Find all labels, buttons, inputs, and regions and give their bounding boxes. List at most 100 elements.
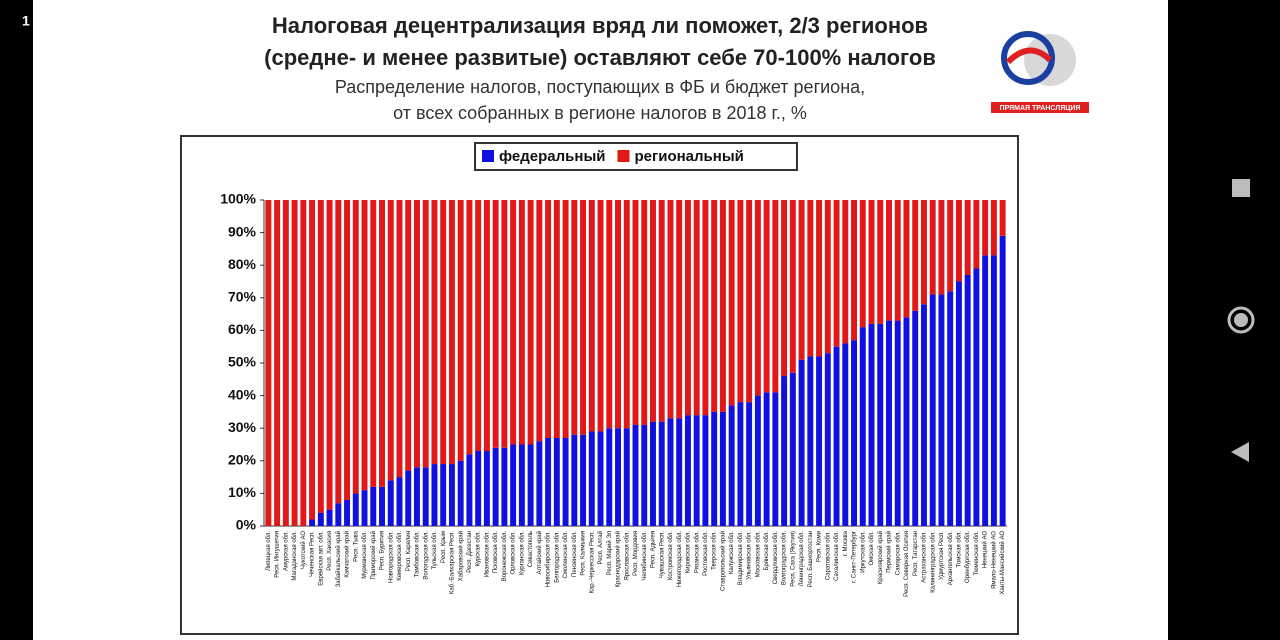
x-tick-label: Респ. Татарстан (913, 531, 919, 576)
bar-segment (440, 200, 447, 465)
bar-segment (326, 509, 333, 526)
bar-segment (352, 200, 359, 494)
bar-segment (492, 447, 499, 526)
bar-segment (920, 200, 927, 305)
y-tick-label: 20% (228, 452, 257, 468)
bar-segment (501, 447, 508, 526)
nav-back[interactable] (1231, 442, 1249, 462)
bar-segment (370, 486, 377, 526)
bar-segment (518, 200, 525, 445)
y-tick-label: 80% (228, 256, 257, 272)
x-tick-label: Томская обл. (957, 531, 963, 568)
bar-segment (947, 200, 954, 292)
nav-home[interactable] (1227, 306, 1255, 334)
bar-segment (719, 200, 726, 412)
x-tick-label: Курская обл. (476, 531, 482, 567)
bar-segment (536, 441, 543, 526)
x-tick-label: Респ. Бурятия (380, 531, 386, 570)
x-tick-label: Амурская обл. (283, 531, 289, 571)
bar-segment (344, 499, 351, 526)
x-tick-label: Респ. Тыва (353, 530, 359, 561)
bar-segment (597, 431, 604, 526)
bar-segment (475, 200, 482, 452)
chart-title: (средне- и менее развитые) оставляют себ… (264, 45, 936, 70)
x-tick-label: Ставропольский край (719, 531, 726, 591)
bar-segment (789, 372, 796, 526)
bar-segment (379, 486, 385, 526)
x-tick-label: Брянская обл. (764, 531, 770, 571)
bar-segment (326, 200, 333, 510)
y-tick-label: 60% (228, 321, 257, 337)
bar-segment (886, 320, 892, 526)
bar-segment (448, 464, 455, 526)
x-tick-label: Ивановская обл. (484, 531, 490, 578)
bar-segment (746, 200, 753, 403)
logo-swoosh (1005, 47, 1053, 65)
bar-segment (763, 392, 770, 526)
bar-segment (947, 291, 954, 526)
bar-segment (903, 200, 910, 318)
bar-segment (702, 415, 709, 526)
bar-segment (929, 200, 936, 295)
bar-segment (317, 200, 324, 513)
x-tick-label: Еврейская авт. обл. (317, 531, 324, 586)
bar-segment (387, 200, 394, 481)
bar-segment (632, 424, 639, 526)
bar-segment (309, 519, 316, 526)
legend-label: региональный (634, 148, 743, 165)
bar-segment (370, 200, 377, 487)
x-tick-label: Ненецкий АО (982, 531, 989, 569)
bar-segment (309, 200, 316, 520)
x-tick-label: Кировская обл. (686, 531, 692, 574)
x-tick-label: Камчатский край (344, 531, 351, 578)
bar-segment (973, 268, 980, 526)
bar-segment (475, 451, 482, 526)
bar-segment (580, 434, 587, 526)
x-tick-label: Респ. Башкортостан (808, 531, 814, 587)
x-tick-label: Орловская обл. (511, 531, 517, 575)
x-tick-label: Иркутская обл. (860, 531, 866, 573)
x-tick-label: Респ. Хакасия (327, 531, 333, 571)
bar-segment (580, 200, 587, 435)
bar-segment (527, 444, 534, 526)
bar-segment (824, 353, 831, 526)
bar-segment (300, 200, 307, 526)
bar-segment (877, 200, 884, 324)
bar-segment (955, 281, 962, 526)
y-tick-label: 100% (220, 191, 256, 207)
x-tick-label: Вологодская обл. (423, 531, 429, 580)
x-tick-label: г. Москва (843, 530, 849, 556)
x-tick-label: Волгоградская обл. (782, 531, 788, 585)
x-tick-label: Удмуртская Респ. (939, 531, 945, 580)
x-tick-label: Забайкальский край (335, 531, 342, 587)
bar-segment (807, 200, 814, 357)
bar-segment (606, 200, 613, 429)
x-tick-label: Каб.-Балкарская Респ. (450, 531, 456, 594)
bar-segment (920, 304, 927, 526)
x-tick-label: Краснодарский край (615, 531, 622, 588)
x-tick-label: Ростовская обл. (703, 531, 709, 576)
bar-segment (396, 200, 403, 478)
bar-segment (588, 200, 595, 432)
bar-segment (859, 200, 866, 328)
x-tick-label: Псковская обл. (493, 531, 499, 573)
bar-segment (868, 200, 875, 324)
status-text: 1 (22, 13, 30, 29)
nav-recents[interactable] (1232, 179, 1250, 197)
x-tick-label: Респ. Карелия (406, 531, 412, 571)
bar-segment (440, 464, 447, 526)
bar-segment (492, 200, 499, 448)
logo: ПРЯМАЯ ТРАНСЛЯЦИЯ (991, 31, 1089, 113)
bar-segment (501, 200, 508, 448)
bar-segment (387, 480, 394, 526)
chart-subtitle: от всех собранных в регионе налогов в 20… (393, 103, 807, 123)
bar-segment (667, 418, 674, 526)
bar-segment (597, 200, 604, 432)
bar-segment (772, 200, 779, 393)
bar-segment (833, 200, 840, 347)
y-tick-label: 40% (228, 386, 257, 402)
x-tick-label: Ярославская обл. (624, 531, 630, 581)
bar-segment (737, 200, 744, 403)
bar-segment (545, 437, 552, 526)
bar-segment (413, 200, 420, 468)
